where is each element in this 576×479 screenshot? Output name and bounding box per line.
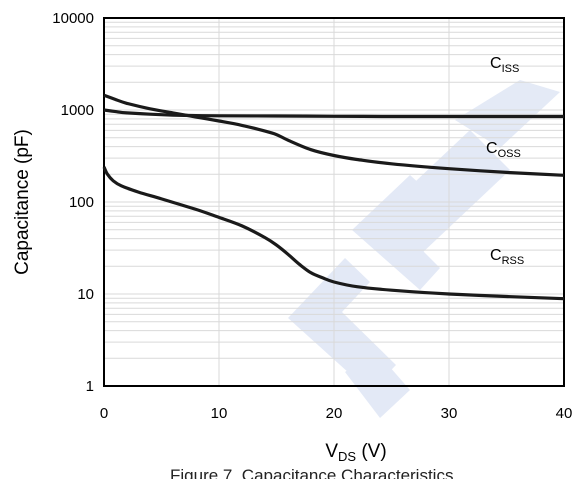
x-axis-title-sub: DS bbox=[338, 449, 356, 462]
series-line-coss bbox=[103, 93, 565, 177]
y-tick-label: 10000 bbox=[52, 10, 94, 27]
x-tick-labels: 0 10 20 30 40 bbox=[100, 405, 573, 422]
y-tick-labels: 1 10 100 1000 10000 bbox=[52, 10, 94, 395]
series-line-crss bbox=[102, 166, 565, 301]
x-axis-title-main: V bbox=[325, 441, 338, 462]
x-axis-title: VDS (V) bbox=[325, 441, 386, 462]
x-tick-label: 30 bbox=[441, 405, 458, 422]
x-tick-label: 40 bbox=[556, 405, 573, 422]
series-label-ciss: CISS bbox=[490, 55, 519, 75]
y-tick-label: 1000 bbox=[61, 102, 94, 119]
series-label-coss-main: C bbox=[486, 140, 498, 157]
series-label-crss: CRSS bbox=[490, 247, 524, 267]
series-label-ciss-main: C bbox=[490, 55, 502, 72]
x-tick-label: 20 bbox=[326, 405, 343, 422]
x-tick-label: 0 bbox=[100, 405, 108, 422]
series-label-coss: COSS bbox=[486, 140, 521, 160]
figure-caption: Figure 7. Capacitance Characteristics bbox=[170, 466, 454, 479]
series-label-crss-sub: RSS bbox=[502, 255, 525, 267]
y-tick-label: 10 bbox=[77, 286, 94, 303]
series-label-ciss-sub: ISS bbox=[502, 63, 520, 75]
series-line-ciss bbox=[103, 108, 564, 119]
series-label-coss-sub: OSS bbox=[498, 148, 521, 160]
y-tick-label: 1 bbox=[86, 378, 94, 395]
capacitance-chart: 0 10 20 30 40 1 10 100 1000 10000 Capacitance (p… bbox=[12, 10, 573, 462]
series-layer bbox=[102, 93, 565, 301]
series-label-crss-main: C bbox=[490, 247, 502, 264]
x-tick-label: 10 bbox=[211, 405, 228, 422]
y-axis-title: Capacitance (pF) bbox=[12, 129, 33, 275]
plot-frame bbox=[103, 17, 565, 387]
y-tick-label: 100 bbox=[69, 194, 94, 211]
grid-lines bbox=[104, 18, 564, 386]
x-axis-title-rest: (V) bbox=[356, 441, 387, 462]
